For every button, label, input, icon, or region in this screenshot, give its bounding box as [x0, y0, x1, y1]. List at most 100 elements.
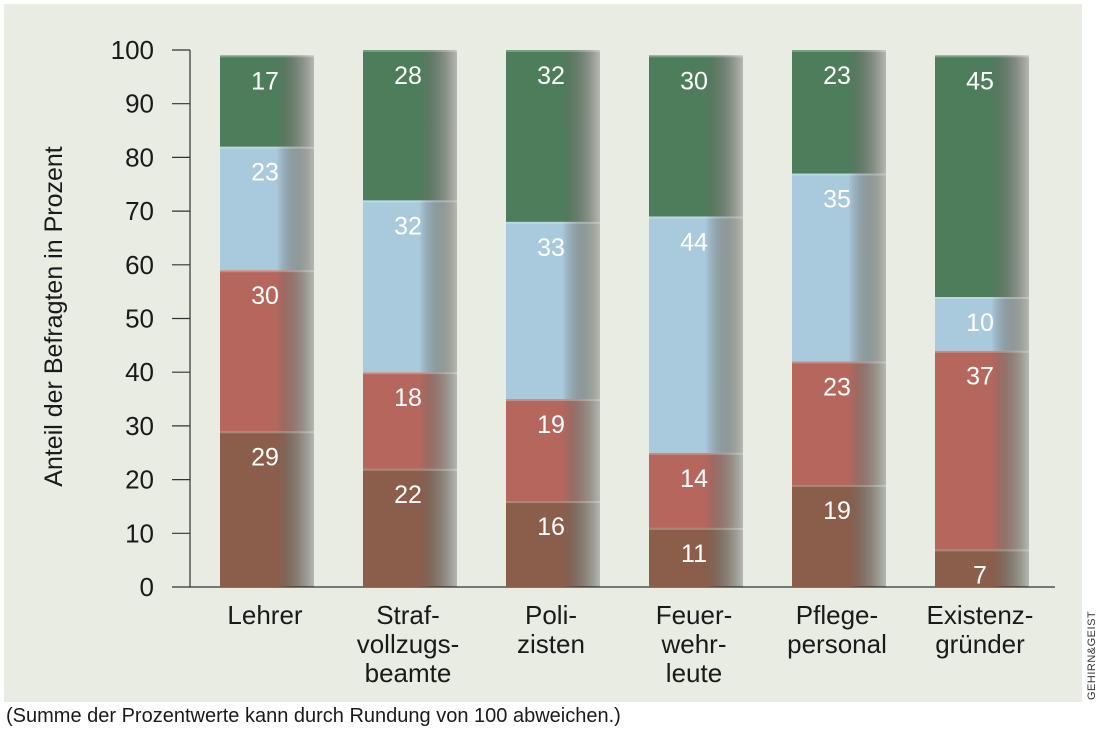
data-label: 30	[680, 67, 708, 95]
bar-segment-highlight	[220, 431, 314, 434]
bar-segment	[363, 200, 457, 373]
x-tick-label: vollzugs-	[357, 629, 460, 659]
bar-segment-highlight	[935, 350, 1029, 353]
x-tick-label: Existenz-	[927, 600, 1034, 630]
bar-segment-highlight	[792, 50, 886, 52]
y-tick-label: 60	[125, 250, 154, 280]
y-tick-label: 90	[125, 89, 154, 119]
bar-segment	[935, 549, 1029, 587]
y-tick-label: 20	[125, 465, 154, 495]
bar-segment-highlight	[506, 399, 600, 402]
bar-segment	[649, 55, 743, 217]
bar-segment-highlight	[506, 50, 600, 52]
bar-segment-highlight	[649, 55, 743, 58]
y-tick-label: 30	[125, 411, 154, 441]
data-label: 37	[966, 363, 994, 391]
bar-segment-highlight	[649, 216, 743, 219]
data-label: 44	[680, 228, 708, 256]
data-label: 17	[251, 67, 279, 95]
x-tick-label: gründer	[935, 629, 1025, 659]
data-label: 33	[537, 234, 565, 262]
bar-segment	[220, 270, 314, 432]
x-tick-label: personal	[787, 629, 887, 659]
bar-segment-highlight	[506, 221, 600, 224]
bar-segment	[506, 501, 600, 587]
bar-segment	[649, 452, 743, 528]
bar-segment-highlight	[363, 372, 457, 375]
data-label: 16	[537, 513, 565, 541]
bar-segment-highlight	[363, 200, 457, 203]
x-tick-label: leute	[666, 658, 722, 688]
bar-segment-highlight	[506, 501, 600, 504]
y-axis-title: Anteil der Befragten in Prozent	[40, 146, 68, 487]
bar-segment-highlight	[935, 297, 1029, 300]
bar-segment-highlight	[792, 484, 886, 487]
y-tick-label: 0	[140, 572, 154, 602]
bar-segment-highlight	[649, 527, 743, 530]
data-label: 23	[251, 159, 279, 187]
bar-segment-highlight	[363, 50, 457, 52]
data-label: 14	[680, 465, 708, 493]
bar-segment	[363, 468, 457, 587]
data-label: 10	[966, 309, 994, 337]
x-tick-label: zisten	[517, 629, 585, 659]
data-label: 19	[537, 411, 565, 439]
data-label: 30	[251, 282, 279, 310]
data-label: 11	[681, 540, 707, 568]
bar-segment	[935, 55, 1029, 298]
data-label: 23	[823, 373, 851, 401]
bar-segment	[363, 50, 457, 201]
x-tick-label: Feuer-	[656, 600, 733, 630]
bar-segment	[649, 527, 743, 587]
y-tick-label: 80	[125, 142, 154, 172]
bar-segment-highlight	[363, 468, 457, 471]
bar-segment-highlight	[935, 549, 1029, 552]
y-tick-label: 50	[125, 304, 154, 334]
credit-label: GEHIRN&GEIST	[1086, 610, 1098, 700]
bar-segment	[506, 221, 600, 400]
bar-segment-highlight	[220, 146, 314, 149]
bar-segment	[506, 399, 600, 502]
data-label: 22	[394, 481, 422, 509]
data-label: 35	[823, 186, 851, 214]
data-label: 29	[251, 443, 279, 471]
x-tick-label: Straf-	[376, 600, 440, 630]
bar-segment	[935, 350, 1029, 550]
y-tick-label: 100	[111, 35, 154, 65]
x-tick-label: Lehrer	[227, 600, 302, 630]
data-label: 7	[973, 561, 987, 589]
footnote: (Summe der Prozentwerte kann durch Rundu…	[6, 705, 621, 727]
y-tick-label: 40	[125, 357, 154, 387]
x-tick-label: Pflege-	[796, 600, 878, 630]
bar-segment	[220, 55, 314, 147]
data-label: 32	[394, 212, 422, 240]
data-label: 32	[537, 62, 565, 90]
bar-segment-highlight	[220, 55, 314, 58]
bar-segment	[792, 173, 886, 362]
x-tick-label: beamte	[365, 658, 452, 688]
data-label: 23	[823, 62, 851, 90]
bar-segment	[220, 431, 314, 587]
y-tick-label: 70	[125, 196, 154, 226]
data-label: 45	[966, 67, 994, 95]
bar-segment	[506, 50, 600, 222]
bar-segment	[649, 216, 743, 453]
x-tick-label: Poli-	[525, 600, 577, 630]
bar-segment	[363, 372, 457, 469]
bar-segment	[792, 361, 886, 485]
data-label: 19	[823, 497, 851, 525]
bar-segment-highlight	[649, 452, 743, 455]
bar-segment	[792, 50, 886, 174]
y-tick-label: 10	[125, 518, 154, 548]
data-label: 28	[394, 62, 422, 90]
bar-segment-highlight	[792, 361, 886, 364]
bar-segment-highlight	[792, 173, 886, 176]
bar-segment	[220, 146, 314, 271]
bar-segment	[935, 297, 1029, 351]
x-tick-label: wehr-	[660, 629, 726, 659]
bar-segment-highlight	[220, 270, 314, 273]
bar-segment-highlight	[935, 55, 1029, 58]
bar-segment	[792, 484, 886, 587]
data-label: 18	[394, 384, 422, 412]
